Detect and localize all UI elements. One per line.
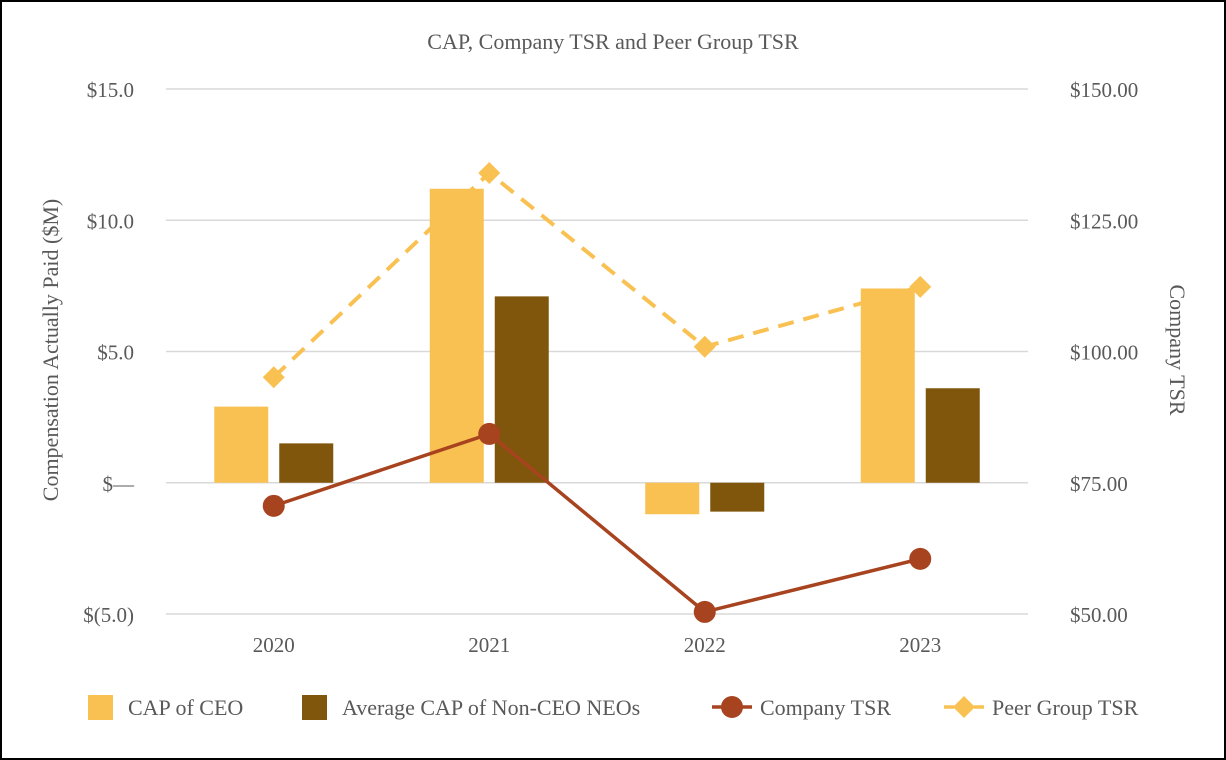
bar-average-cap-of-non-ceo-neos-2022 [710,482,765,512]
legend-item-cap-of-ceo: CAP of CEO [88,695,243,720]
right-tick-label: $125.00 [1070,209,1138,233]
point-company-tsr-2021 [478,422,501,445]
legend-swatch [302,695,327,720]
bar-cap-of-ceo-2021 [429,188,484,483]
legend-label: Peer Group TSR [992,695,1139,720]
legend-item-peer-group-tsr: Peer Group TSR [944,695,1139,720]
left-tick-label: $— [103,472,136,496]
legend-item-company-tsr: Company TSR [712,695,891,720]
line-peer-group-tsr [272,170,921,379]
legend-label: Company TSR [760,695,891,720]
point-company-tsr-2022 [693,600,716,623]
bar-cap-of-ceo-2022 [645,482,700,515]
left-tick-label: $15.0 [87,78,134,102]
line-company-tsr [273,431,921,614]
x-tick-label: 2020 [253,633,295,657]
right-tick-label: $150.00 [1070,78,1138,102]
x-axis-ticks: 2020 2021 2022 2023 [253,633,942,657]
left-tick-label: $10.0 [87,209,134,233]
right-tick-label: $100.00 [1070,341,1138,365]
bar-average-cap-of-non-ceo-neos-2023 [925,388,980,483]
x-tick-label: 2022 [684,633,726,657]
bar-cap-of-ceo-2020 [214,406,269,483]
point-company-tsr-2023 [909,547,932,570]
x-tick-label: 2021 [468,633,510,657]
right-tick-label: $50.00 [1070,603,1128,627]
point-peer-group-tsr-2020 [262,366,285,389]
bar-average-cap-of-non-ceo-neos-2021 [494,296,549,483]
chart-title: CAP, Company TSR and Peer Group TSR [427,29,799,54]
bar-cap-of-ceo-2023 [860,288,915,483]
legend: CAP of CEO Average CAP of Non-CEO NEOs Com… [88,695,1139,720]
point-peer-group-tsr-2021 [478,162,501,184]
left-tick-label: $(5.0) [83,603,134,627]
left-axis-ticks: $15.0 $10.0 $5.0 $— $(5.0) [83,78,135,627]
right-axis-label: Company TSR [1165,284,1190,415]
lines [262,162,932,623]
legend-item-average-cap-of-non-ceo-neos: Average CAP of Non-CEO NEOs [302,695,640,720]
legend-swatch [88,695,113,720]
bars [214,188,980,515]
legend-marker [721,696,743,718]
point-peer-group-tsr-2023 [909,275,932,298]
legend-label: Average CAP of Non-CEO NEOs [342,695,640,720]
x-tick-label: 2023 [899,633,941,657]
bar-average-cap-of-non-ceo-neos-2020 [279,443,334,483]
legend-label: CAP of CEO [128,695,243,720]
point-peer-group-tsr-2022 [693,335,716,358]
right-tick-label: $75.00 [1070,472,1128,496]
right-axis-ticks: $150.00 $125.00 $100.00 $75.00 $50.00 [1070,78,1138,627]
point-company-tsr-2020 [262,494,285,517]
legend-marker [953,696,975,718]
left-tick-label: $5.0 [97,341,134,365]
left-axis-label: Compensation Actually Paid ($M) [38,199,63,501]
